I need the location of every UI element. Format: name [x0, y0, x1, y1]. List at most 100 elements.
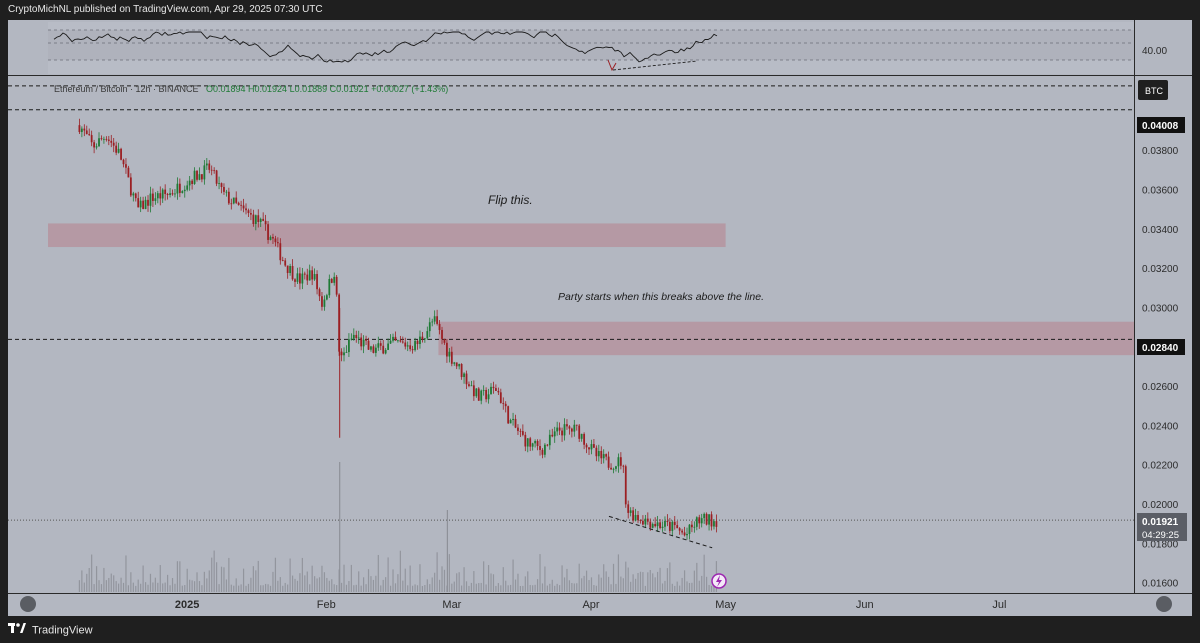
- volume-bar: [331, 579, 333, 592]
- candle: [477, 387, 480, 401]
- candle: [95, 143, 98, 150]
- y-tick-label: 0.01800: [1142, 539, 1179, 550]
- volume-bar: [196, 572, 198, 592]
- candle: [267, 220, 269, 244]
- volume-bar: [220, 566, 223, 592]
- candle: [257, 209, 260, 228]
- candle: [328, 274, 331, 298]
- level-top-tag-bg: [1137, 117, 1185, 133]
- y-tick-label: 0.01600: [1142, 579, 1179, 590]
- candle: [568, 425, 571, 435]
- chart-frame: [8, 20, 1192, 616]
- volume-bar: [152, 582, 154, 592]
- candle: [264, 214, 267, 231]
- candles-layer: [78, 118, 718, 540]
- volume-bar: [539, 554, 541, 592]
- candle: [605, 453, 608, 461]
- candle: [624, 464, 627, 508]
- volume-bar: [225, 579, 228, 592]
- candle: [553, 426, 556, 443]
- candle: [188, 176, 191, 191]
- volume-bar: [137, 579, 139, 592]
- candle: [409, 339, 412, 352]
- candle: [276, 237, 279, 248]
- volume-bar: [676, 581, 678, 592]
- volume-bar: [105, 580, 107, 592]
- volume-spike: [339, 462, 341, 592]
- candle: [548, 429, 551, 450]
- volume-bar: [316, 578, 318, 592]
- candle: [254, 214, 257, 231]
- candle: [340, 348, 343, 362]
- candle: [634, 508, 637, 522]
- candle: [299, 267, 301, 290]
- footer-brand[interactable]: TradingView: [32, 624, 93, 637]
- volume-bar: [179, 561, 181, 592]
- candle: [117, 142, 120, 154]
- volume-bar: [617, 554, 620, 592]
- left-scroll-button[interactable]: [20, 596, 36, 612]
- candle: [438, 319, 441, 335]
- volume-bar: [554, 585, 556, 592]
- candle: [455, 362, 458, 370]
- settings-button[interactable]: [1156, 596, 1172, 612]
- candle: [250, 208, 252, 221]
- lightning-icon[interactable]: [711, 573, 727, 589]
- volume-bar: [490, 573, 492, 592]
- candle: [154, 192, 157, 205]
- candle: [597, 444, 600, 462]
- candle: [458, 363, 461, 370]
- candle: [661, 521, 664, 532]
- candle: [227, 187, 230, 205]
- candle: [431, 318, 434, 327]
- volume-bar: [252, 566, 254, 592]
- candle: [683, 526, 686, 537]
- volume-bar: [162, 583, 164, 592]
- candle: [671, 520, 674, 537]
- volume-bar: [612, 563, 615, 592]
- volume-bar: [387, 557, 389, 592]
- candle: [93, 139, 96, 154]
- candle: [673, 516, 676, 530]
- volume-bar: [686, 581, 688, 592]
- volume-bar: [571, 583, 573, 592]
- volume-bar: [441, 566, 443, 592]
- candle: [357, 330, 360, 344]
- candle: [536, 439, 539, 451]
- volume-bar: [593, 585, 595, 592]
- volume-bar: [353, 585, 355, 592]
- volume-bar: [448, 554, 450, 592]
- volume-bar: [566, 568, 568, 592]
- volume-bar: [142, 565, 144, 592]
- candle: [129, 173, 132, 197]
- candle: [352, 328, 355, 341]
- candle: [316, 270, 318, 295]
- candle: [668, 517, 671, 534]
- candle: [664, 516, 666, 531]
- volume-bar: [429, 584, 431, 592]
- candle: [387, 338, 390, 351]
- candle: [350, 333, 353, 341]
- candle: [149, 186, 152, 213]
- candle: [245, 203, 247, 215]
- tradingview-logo-icon[interactable]: [8, 618, 26, 643]
- candle: [436, 309, 439, 326]
- candle: [612, 467, 615, 474]
- volume-bar: [456, 573, 458, 592]
- volume-bar: [603, 564, 605, 592]
- volume-bar: [343, 564, 345, 592]
- btc-tag-bg[interactable]: [1138, 80, 1168, 100]
- volume-bar: [698, 580, 700, 592]
- rsi-line: [53, 31, 718, 63]
- volume-bar: [125, 555, 127, 592]
- btc-tag[interactable]: BTC: [1145, 86, 1164, 96]
- volume-bar: [245, 585, 247, 592]
- candle: [313, 268, 316, 281]
- volume-bar: [546, 585, 548, 592]
- volume-bar: [487, 565, 490, 592]
- pane-separator[interactable]: [8, 75, 1192, 76]
- volume-bar: [108, 577, 110, 592]
- volume-bar: [419, 564, 421, 592]
- candle: [507, 405, 510, 425]
